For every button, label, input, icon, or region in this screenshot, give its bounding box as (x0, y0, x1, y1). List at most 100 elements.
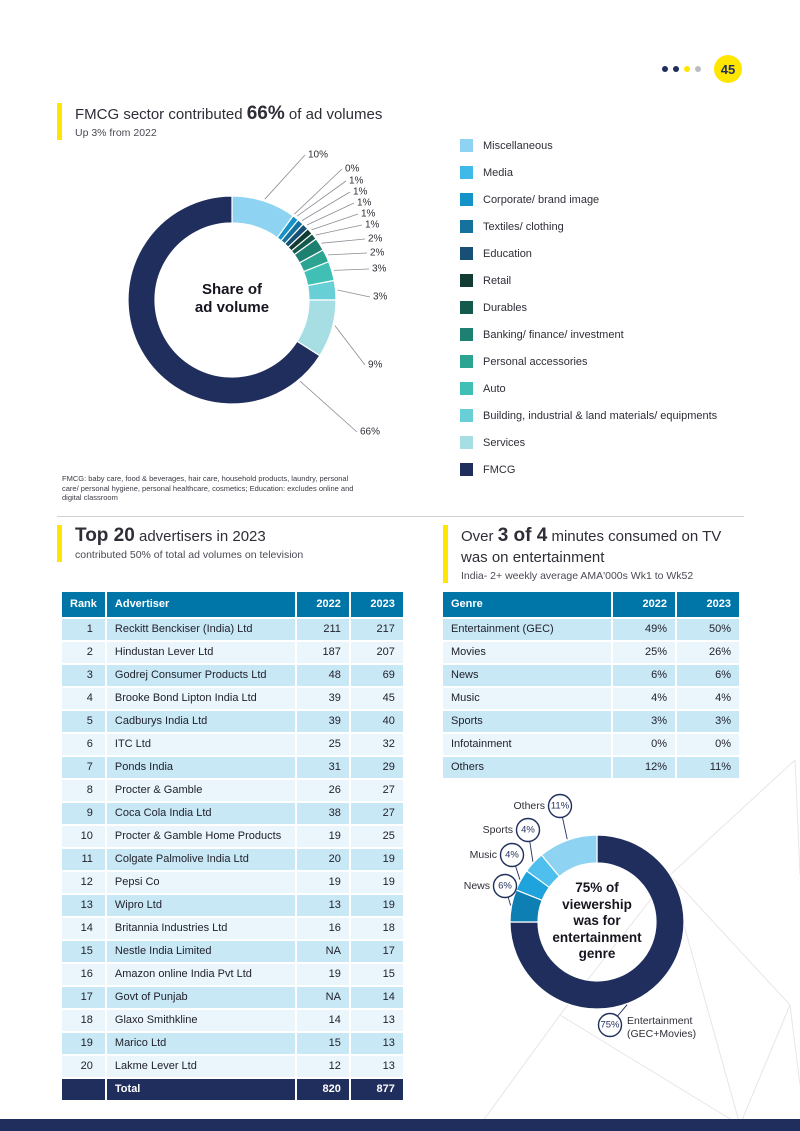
table-cell: Cadburys India Ltd (106, 711, 295, 732)
table-row: 17 Govt of Punjab NA 14 (62, 987, 403, 1008)
table-cell: Lakme Lever Ltd (106, 1056, 295, 1077)
table-cell: 11% (677, 757, 739, 778)
table-cell: 20 (62, 1056, 105, 1077)
table-cell: 38 (296, 803, 349, 824)
donut-percent-label: 10% (308, 150, 328, 161)
table-cell: 29 (350, 757, 403, 778)
legend-item: Retail (460, 274, 770, 287)
table-header-cell: 2022 (296, 592, 349, 617)
dot (684, 66, 690, 72)
donut-percent-label: 3% (372, 264, 387, 275)
section-divider (57, 516, 744, 517)
donut-category-label: Sports (483, 824, 513, 836)
donut-segment (540, 834, 598, 878)
table-cell: 0% (613, 734, 675, 755)
page-number-badge: 45 (714, 55, 742, 83)
table-cell: 25 (350, 826, 403, 847)
table-cell: 15 (62, 941, 105, 962)
table-cell: Procter & Gamble Home Products (106, 826, 295, 847)
table-cell: Glaxo Smithkline (106, 1010, 295, 1031)
legend-swatch (460, 139, 473, 152)
table-row: 13 Wipro Ltd 13 19 (62, 895, 403, 916)
table-cell: 13 (350, 1010, 403, 1031)
donut-category-label: Entertainment (627, 1015, 692, 1027)
table-row: 9 Coca Cola India Ltd 38 27 (62, 803, 403, 824)
legend-swatch (460, 355, 473, 368)
table-cell: 27 (350, 780, 403, 801)
table-row: 5 Cadburys India Ltd 39 40 (62, 711, 403, 732)
section-advertisers-header: Top 20 advertisers in 2023 contributed 5… (57, 525, 417, 562)
table-cell: Entertainment (GEC) (443, 619, 611, 640)
table-row: 12 Pepsi Co 19 19 (62, 872, 403, 893)
table-header-row: Genre 2022 2023 (443, 592, 739, 617)
donut-category-label: Music (470, 849, 497, 861)
yellow-accent-bar (57, 103, 62, 140)
label-leader-line (311, 213, 359, 231)
table-cell: 6% (677, 665, 739, 686)
table-cell: Music (443, 688, 611, 709)
legend-item: Personal accessories (460, 355, 770, 368)
table-row: Infotainment 0% 0% (443, 734, 739, 755)
table-cell: 7 (62, 757, 105, 778)
table-cell: 12% (613, 757, 675, 778)
table-cell: 8 (62, 780, 105, 801)
table-row: 7 Ponds India 31 29 (62, 757, 403, 778)
table-cell: 31 (296, 757, 349, 778)
advertisers-title: Top 20 advertisers in 2023 (75, 525, 266, 546)
table-cell: Brooke Bond Lipton India Ltd (106, 688, 295, 709)
legend-swatch (460, 328, 473, 341)
table-cell: Govt of Punjab (106, 987, 295, 1008)
table-cell: Procter & Gamble (106, 780, 295, 801)
percent-circle (492, 873, 518, 899)
table-cell: Pepsi Co (106, 872, 295, 893)
label-leader-line (301, 191, 351, 221)
table-cell: 9 (62, 803, 105, 824)
table-cell: 13 (350, 1056, 403, 1077)
table-cell: 12 (296, 1056, 349, 1077)
legend-swatch (460, 409, 473, 422)
table-cell: 19 (296, 872, 349, 893)
legend-item: Auto (460, 382, 770, 395)
donut-percent-label: 1% (349, 176, 364, 187)
table-cell: 1 (62, 619, 105, 640)
table-header-cell: Rank (62, 592, 105, 617)
dot (695, 66, 701, 72)
table-cell: Marico Ltd (106, 1033, 295, 1054)
fmcg-subtitle: Up 3% from 2022 (75, 127, 157, 139)
donut-percent-label: 1% (353, 187, 368, 198)
table-row: 6 ITC Ltd 25 32 (62, 734, 403, 755)
table-cell: Colgate Palmolive India Ltd (106, 849, 295, 870)
table-cell: 4% (613, 688, 675, 709)
table-cell: 19 (350, 849, 403, 870)
donut-percent-label: 1% (365, 220, 380, 231)
table-cell: 15 (296, 1033, 349, 1054)
table-cell: 69 (350, 665, 403, 686)
table-header-cell: Advertiser (106, 592, 295, 617)
table-cell (62, 1079, 105, 1100)
table-cell: 19 (350, 895, 403, 916)
table-cell: 14 (62, 918, 105, 939)
table-cell: 18 (62, 1010, 105, 1031)
table-cell: 27 (350, 803, 403, 824)
legend-label: Durables (483, 301, 528, 314)
table-cell: 2 (62, 642, 105, 663)
table-cell: Ponds India (106, 757, 295, 778)
table-row: Others 12% 11% (443, 757, 739, 778)
table-cell: 19 (296, 826, 349, 847)
donut-percent-label: 2% (370, 248, 385, 259)
table-cell: 13 (296, 895, 349, 916)
legend-label: Education (483, 247, 532, 260)
table-cell: Coca Cola India Ltd (106, 803, 295, 824)
table-cell: 16 (296, 918, 349, 939)
table-cell: Godrej Consumer Products Ltd (106, 665, 295, 686)
table-cell: 0% (677, 734, 739, 755)
table-cell: Hindustan Lever Ltd (106, 642, 295, 663)
table-cell: 820 (296, 1079, 349, 1100)
legend-swatch (460, 463, 473, 476)
donut-chart-svg: 75% Entertainment(GEC+Movies) 6% News 4% Musi… (464, 793, 696, 1040)
label-leader-line (299, 380, 358, 433)
label-leader-line (315, 224, 363, 236)
table-cell: Sports (443, 711, 611, 732)
table-cell: News (443, 665, 611, 686)
table-cell: 16 (62, 964, 105, 985)
